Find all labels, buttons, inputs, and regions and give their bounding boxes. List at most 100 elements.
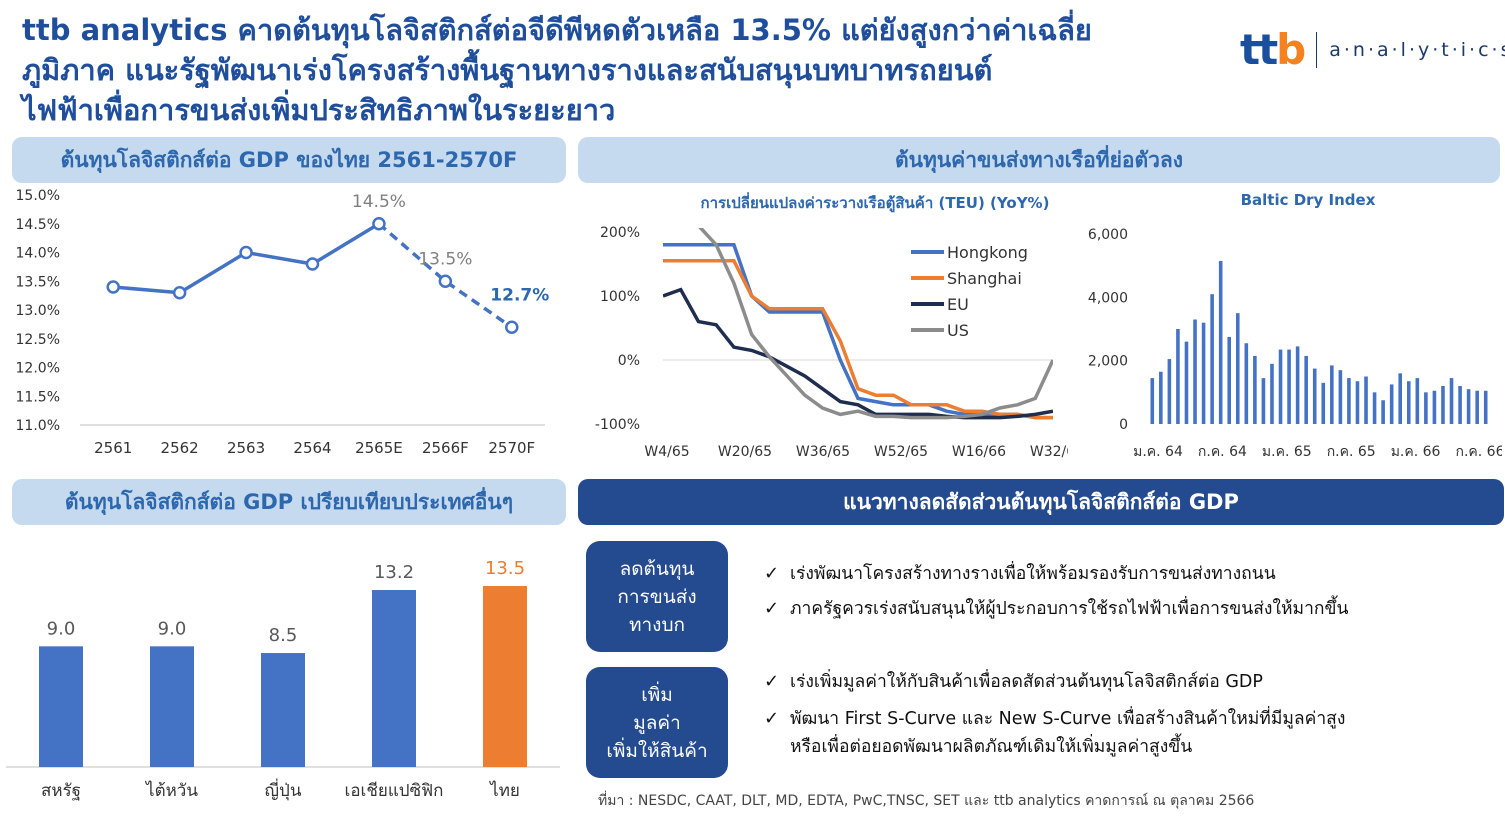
y-tick-label: 0% [618, 353, 640, 369]
y-tick-label: 4,000 [1088, 290, 1128, 306]
x-tick-label: 2561 [94, 439, 132, 457]
headline-line-3: ไฟฟ้าเพื่อการขนส่งเพิ่มประสิทธิภาพในระยะ… [22, 93, 616, 127]
x-category-label: ไทย [488, 780, 520, 801]
data-point [172, 286, 187, 300]
y-tick-label: 14.0% [16, 246, 60, 262]
y-tick-label: 12.0% [16, 361, 60, 377]
comparison-bar [39, 646, 83, 767]
y-tick-label: -100% [595, 417, 640, 433]
bdi-bar [1304, 355, 1308, 424]
data-point [106, 280, 120, 294]
bdi-bar [1389, 384, 1394, 424]
x-tick-label: 2565E [355, 439, 403, 457]
bdi-bar [1432, 390, 1437, 424]
panel-shipping-title: ต้นทุนค่าขนส่งทางเรือที่ย่อตัวลง [578, 137, 1500, 183]
bdi-chart-title: Baltic Dry Index [1240, 191, 1376, 209]
x-tick-label: 2570F [488, 439, 535, 457]
data-point [505, 320, 519, 334]
bdi-bar [1167, 359, 1172, 424]
bdi-bar [1347, 378, 1351, 424]
comparison-bar [372, 590, 416, 767]
bdi-bar [1193, 319, 1197, 424]
comparison-bar [261, 653, 305, 767]
x-tick-label: ก.ค. 66 [1455, 444, 1502, 460]
data-point [438, 274, 453, 288]
bdi-bar [1159, 371, 1163, 424]
bdi-bar [1372, 392, 1377, 424]
comparison-bar [483, 586, 527, 767]
data-point [239, 245, 253, 260]
x-tick-label: ก.ค. 65 [1327, 444, 1376, 460]
bdi-bar [1261, 378, 1266, 424]
series-line-us [698, 228, 1053, 420]
teu-yoy-chart: 200% 100% 0% -100%W4/65 W20/65 W36/65 W52/65 W1… [595, 225, 1068, 460]
bar-value-label: 13.2 [374, 562, 414, 583]
forecast-series-line [377, 222, 513, 329]
ttb-analytics-logo: ttb a·n·a·l·y·t·i·c·s [1240, 28, 1505, 72]
y-tick-label: 0 [1119, 417, 1128, 433]
bdi-bar [1483, 390, 1488, 424]
pill-line: มูลค่า [633, 711, 681, 734]
pill-line: เพิ่มให้สินค้า [606, 739, 708, 762]
check-icon: ✓ [764, 598, 780, 619]
check-icon: ✓ [764, 671, 780, 692]
x-tick-label: 2566F [422, 439, 469, 457]
bdi-bar [1201, 322, 1206, 424]
legend-label: EU [947, 295, 969, 314]
y-tick-label: 100% [600, 289, 640, 305]
bdi-bar [1458, 386, 1462, 424]
headline-line-2: ภูมิภาค แนะรัฐพัฒนาเร่งโครงสร้างพื้นฐานท… [22, 53, 993, 87]
pill-line: เพิ่ม [641, 683, 673, 706]
baltic-dry-index-chart: 6,000 4,000 2,000 0 ม.ค. 64 ก.ค. 64 ม.ค. 65 ก.ค… [1088, 227, 1502, 460]
guideline-item: ✓ เร่งเพิ่มมูลค่าให้กับสินค้าเพื่อลดสัดส่… [764, 668, 1263, 696]
data-point [372, 217, 386, 231]
y-tick-label: 6,000 [1088, 227, 1128, 243]
bdi-bar [1398, 373, 1403, 424]
bdi-bar [1381, 400, 1385, 424]
x-tick-label: ก.ค. 64 [1198, 444, 1247, 460]
data-label: 12.7% [490, 285, 549, 305]
bdi-bar [1253, 355, 1257, 424]
x-category-label: เอเชียแปซิฟิก [345, 781, 444, 801]
x-tick-label: W20/65 [718, 444, 772, 460]
y-tick-label: 11.0% [16, 418, 60, 434]
bdi-bar [1338, 370, 1343, 424]
data-point [305, 257, 320, 271]
guideline-item-text: พัฒนา First S-Curve และ New S-Curve เพื่… [790, 709, 1346, 729]
bar-value-label: 9.0 [158, 618, 187, 639]
legend-label: Hongkong [947, 243, 1028, 262]
pill-line: การขนส่ง [617, 585, 697, 608]
x-tick-label: ม.ค. 65 [1262, 444, 1312, 460]
bdi-bar [1270, 363, 1274, 424]
x-tick-label: W36/65 [796, 444, 850, 460]
x-tick-label: ม.ค. 64 [1133, 444, 1183, 460]
bdi-bar [1235, 313, 1240, 424]
bdi-bar [1278, 349, 1283, 424]
bdi-bar [1295, 346, 1300, 424]
x-tick-label: W52/65 [874, 444, 928, 460]
logo-divider [1316, 32, 1318, 68]
ttb-logo-mark: ttb [1240, 25, 1306, 74]
y-tick-label: 14.5% [16, 217, 60, 233]
bdi-bar [1441, 386, 1445, 424]
series-line-hongkong [663, 243, 1053, 420]
comparison-bar [150, 646, 194, 767]
bdi-bar [1287, 349, 1291, 424]
guideline-item-text-cont: หรือเพื่อต่อยอดพัฒนาผลิตภัณฑ์เดิมให้เพิ่… [790, 737, 1193, 757]
bdi-bar [1218, 260, 1223, 424]
guideline-item: ✓ เร่งพัฒนาโครงสร้างทางรางเพื่อให้พร้อมรอ… [764, 560, 1276, 588]
bdi-bar [1312, 368, 1317, 424]
bar-value-label: 8.5 [269, 625, 298, 646]
bdi-bar [1475, 390, 1479, 424]
panel-guideline-title: แนวทางลดสัดส่วนต้นทุนโลจิสติกส์ต่อ GDP [578, 479, 1504, 525]
check-icon: ✓ [764, 563, 780, 584]
source-note: ที่มา : NESDC, CAAT, DLT, MD, EDTA, PwC,… [598, 793, 1255, 809]
x-category-label: ญี่ปุ่น [265, 778, 302, 801]
bdi-bar [1330, 365, 1334, 424]
bdi-bar [1355, 381, 1360, 424]
pill-add-product-value: เพิ่ม มูลค่า เพิ่มให้สินค้า [586, 667, 728, 778]
bar-value-label: 9.0 [47, 618, 76, 639]
check-icon: ✓ [764, 708, 780, 729]
guideline-item: ✓ พัฒนา First S-Curve และ New S-Curve เพื… [764, 705, 1345, 761]
bdi-bar [1244, 343, 1249, 424]
